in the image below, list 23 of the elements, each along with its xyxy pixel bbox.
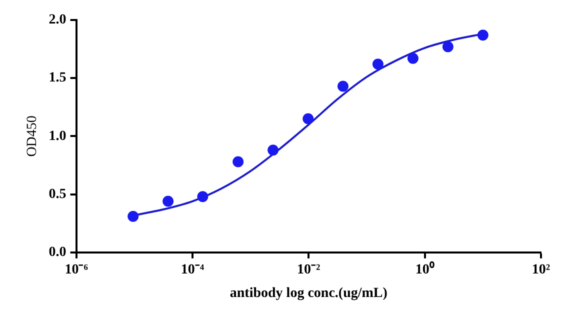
point <box>197 191 208 202</box>
y-tick-label: 0.0 <box>48 245 66 260</box>
y-tick-label: 1.0 <box>48 128 66 144</box>
point <box>232 156 244 168</box>
point <box>128 210 139 222</box>
point <box>302 113 314 124</box>
point <box>442 41 454 52</box>
y-axis-title: OD450 <box>25 116 40 157</box>
y-tick-label: 0.5 <box>48 186 66 202</box>
point <box>162 196 174 207</box>
point <box>477 30 488 41</box>
point <box>337 80 348 92</box>
x-axis-title: antibody log conc.(ug/mL) <box>230 286 388 302</box>
x-tick-label: 10⁰ <box>415 260 434 278</box>
point <box>372 58 384 70</box>
x-tick-label: 10⁻⁶ <box>64 262 88 278</box>
y-tick-label: 1.5 <box>48 70 66 86</box>
point <box>407 52 418 64</box>
x-tick-label: 10² <box>532 262 550 278</box>
x-tick-label: 10⁻² <box>297 262 320 278</box>
x-tick-label: 10⁻⁴ <box>180 262 205 278</box>
point <box>268 144 279 156</box>
y-tick-label: 2.0 <box>48 12 66 28</box>
